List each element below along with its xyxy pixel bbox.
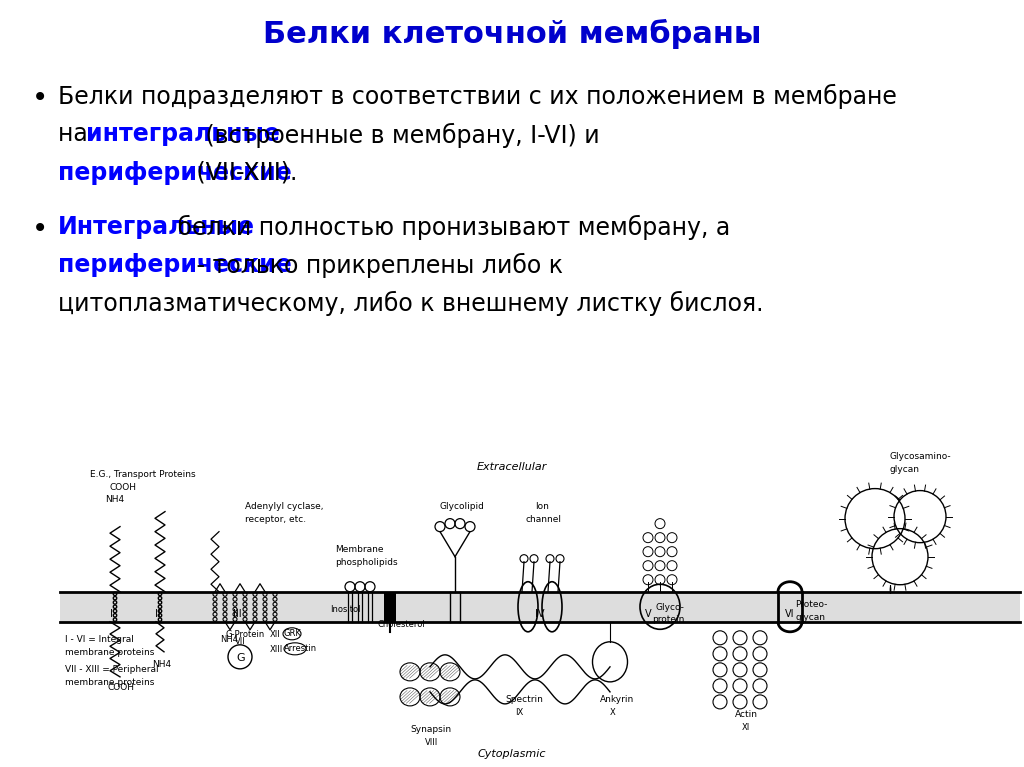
Text: цитоплазматическому, либо к внешнему листку бислоя.: цитоплазматическому, либо к внешнему лис… [58,291,764,316]
Text: белки полностью пронизывают мембрану, а: белки полностью пронизывают мембрану, а [170,215,730,240]
Text: membrane proteins: membrane proteins [65,678,155,687]
Text: Белки подразделяют в соответствии с их положением в мембране: Белки подразделяют в соответствии с их п… [58,84,897,110]
Text: V: V [645,609,651,619]
Text: membrane proteins: membrane proteins [65,648,155,657]
Text: Adenylyl cyclase,: Adenylyl cyclase, [245,502,324,511]
Text: Cytoplasmic: Cytoplasmic [478,749,546,759]
Text: VI: VI [785,609,795,619]
Text: XI: XI [742,723,751,732]
Text: Proteo-: Proteo- [795,600,827,609]
Text: GRK: GRK [284,629,302,638]
Text: Ankyrin: Ankyrin [600,695,634,704]
Text: glycan: glycan [795,613,825,622]
Text: периферические: периферические [58,160,292,185]
Text: COOH: COOH [110,482,137,492]
Bar [60,591,1020,622]
Text: IX: IX [515,708,523,717]
Text: XII: XII [270,630,281,639]
Text: •: • [32,215,48,242]
Text: X: X [610,708,615,717]
Text: Glyco-: Glyco- [655,603,684,612]
Text: NH4: NH4 [220,635,238,644]
Text: Интегральные: Интегральные [58,215,255,239]
Text: VIII: VIII [425,738,438,747]
Text: protein: protein [652,615,684,624]
Text: Ion: Ion [535,502,549,511]
Text: Membrane: Membrane [335,545,384,554]
Text: Glycosamino-: Glycosamino- [890,452,951,460]
Text: периферические: периферические [58,253,292,277]
Text: •: • [32,84,48,112]
Text: VII: VII [234,637,246,646]
Text: - только прикреплены либо к: - только прикреплены либо к [188,253,563,278]
Text: Synapsin: Synapsin [410,725,452,734]
Bar [384,591,396,622]
Text: Arrestin: Arrestin [284,644,317,653]
Text: III: III [233,609,242,619]
Text: на: на [58,123,95,146]
Text: (VII-XIII).: (VII-XIII). [188,160,297,185]
Text: phospholipids: phospholipids [335,558,397,567]
Text: XIII: XIII [270,645,284,653]
Text: COOH: COOH [106,683,134,692]
Text: Spectrin: Spectrin [505,695,543,704]
Text: интегральные: интегральные [86,123,280,146]
Text: NH4: NH4 [105,495,124,504]
Text: channel: channel [525,515,561,524]
Text: E.G., Transport Proteins: E.G., Transport Proteins [90,469,196,479]
Text: Extracellular: Extracellular [477,462,547,472]
Text: (встроенные в мембрану, I-VI) и: (встроенные в мембрану, I-VI) и [199,123,600,147]
Text: Glycolipid: Glycolipid [440,502,485,511]
Text: receptor, etc.: receptor, etc. [245,515,306,524]
Text: glycan: glycan [890,465,920,473]
Text: G: G [236,653,245,663]
Text: Inositol: Inositol [330,604,360,614]
Text: G-Protein: G-Protein [225,630,264,639]
Text: Белки клеточной мембраны: Белки клеточной мембраны [263,19,761,49]
Text: VII - XIII = Peripheral: VII - XIII = Peripheral [65,665,159,674]
Text: Cholesterol: Cholesterol [378,620,426,629]
Text: II: II [155,609,161,619]
Text: I: I [110,609,113,619]
Text: NH4: NH4 [152,660,171,669]
Text: IV: IV [535,609,545,619]
Text: Actin: Actin [735,710,758,719]
Text: I - VI = Integral: I - VI = Integral [65,635,134,644]
